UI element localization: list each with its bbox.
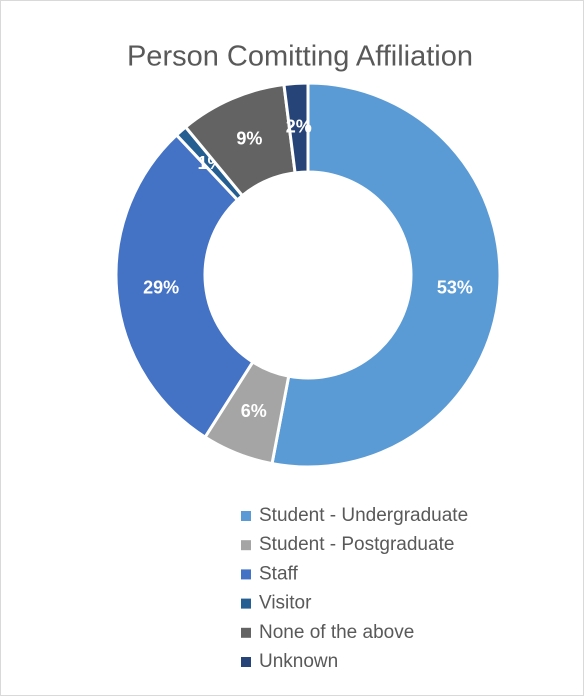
legend-label: Student - Postgraduate [259,534,454,555]
data-label: 2% [286,117,312,137]
data-label: 53% [437,278,473,298]
donut-slice [282,81,310,175]
donut-slice [270,81,502,469]
legend-label: Unknown [259,651,338,672]
legend-swatch [241,569,251,580]
donut-slice [114,132,255,440]
legend-label: None of the above [259,622,414,643]
legend-swatch [241,598,251,609]
data-label: 29% [143,278,179,298]
legend-swatch [241,657,251,667]
data-label: 9% [236,128,262,148]
legend-label: Visitor [259,593,312,614]
legend-swatch [241,511,251,521]
legend-swatch [241,627,251,638]
legend-label: Staff [259,563,298,584]
legend-label: Student - Undergraduate [259,505,468,526]
data-label: 6% [241,401,267,421]
chart-title: Person Comitting Affiliation [127,41,473,73]
legend-swatch [241,540,251,551]
